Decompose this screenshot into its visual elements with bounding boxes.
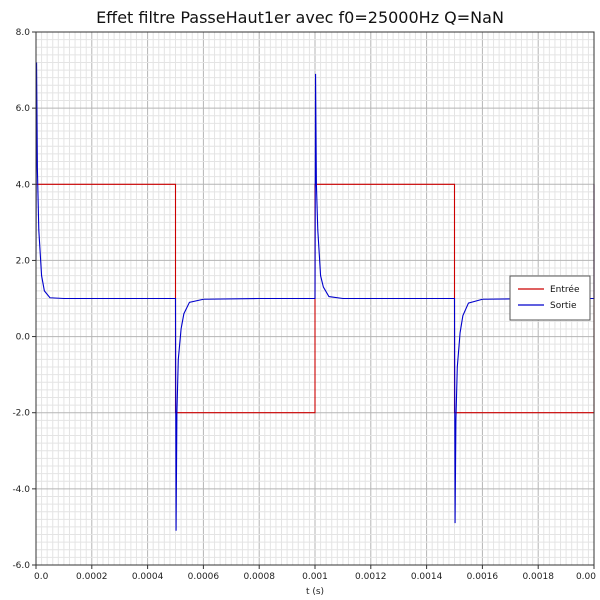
series-layer [35, 62, 595, 531]
x-tick-label: 0.0016 [467, 572, 499, 582]
chart-title: Effet filtre PasseHaut1er avec f0=25000H… [96, 8, 504, 27]
x-tick-label: 0.0 [34, 572, 49, 582]
x-tick-label: 0.0014 [411, 572, 443, 582]
y-tick-label: -2.0 [12, 409, 30, 419]
series-line-sortie [35, 62, 595, 531]
x-tick-label: 0.0002 [76, 572, 108, 582]
x-tick-label: 0.00 [576, 572, 596, 582]
x-tick-label: 0.0004 [132, 572, 164, 582]
y-tick-label: 0.0 [16, 333, 31, 343]
y-tick-label: 4.0 [16, 180, 31, 190]
y-tick-label: 6.0 [16, 104, 31, 114]
y-tick-label: 8.0 [16, 28, 31, 38]
legend-label: Sortie [550, 301, 577, 311]
x-tick-label: 0.0018 [522, 572, 554, 582]
x-tick-label: 0.001 [302, 572, 328, 582]
y-tick-label: 2.0 [16, 256, 31, 266]
x-tick-label: 0.0008 [243, 572, 275, 582]
y-tick-label: -6.0 [12, 561, 30, 571]
legend-box [509, 275, 591, 321]
legend: Entrée Sortie [509, 275, 591, 321]
y-tick-label: -4.0 [12, 485, 30, 495]
axis-ticks: 0.0 0.0002 0.0004 0.0006 0.0008 0.001 0.0012 0.… [12, 28, 596, 582]
x-axis-label: t (s) [306, 587, 324, 597]
x-tick-label: 0.0006 [188, 572, 220, 582]
legend-label: Entrée [550, 284, 580, 295]
x-tick-label: 0.0012 [355, 572, 387, 582]
